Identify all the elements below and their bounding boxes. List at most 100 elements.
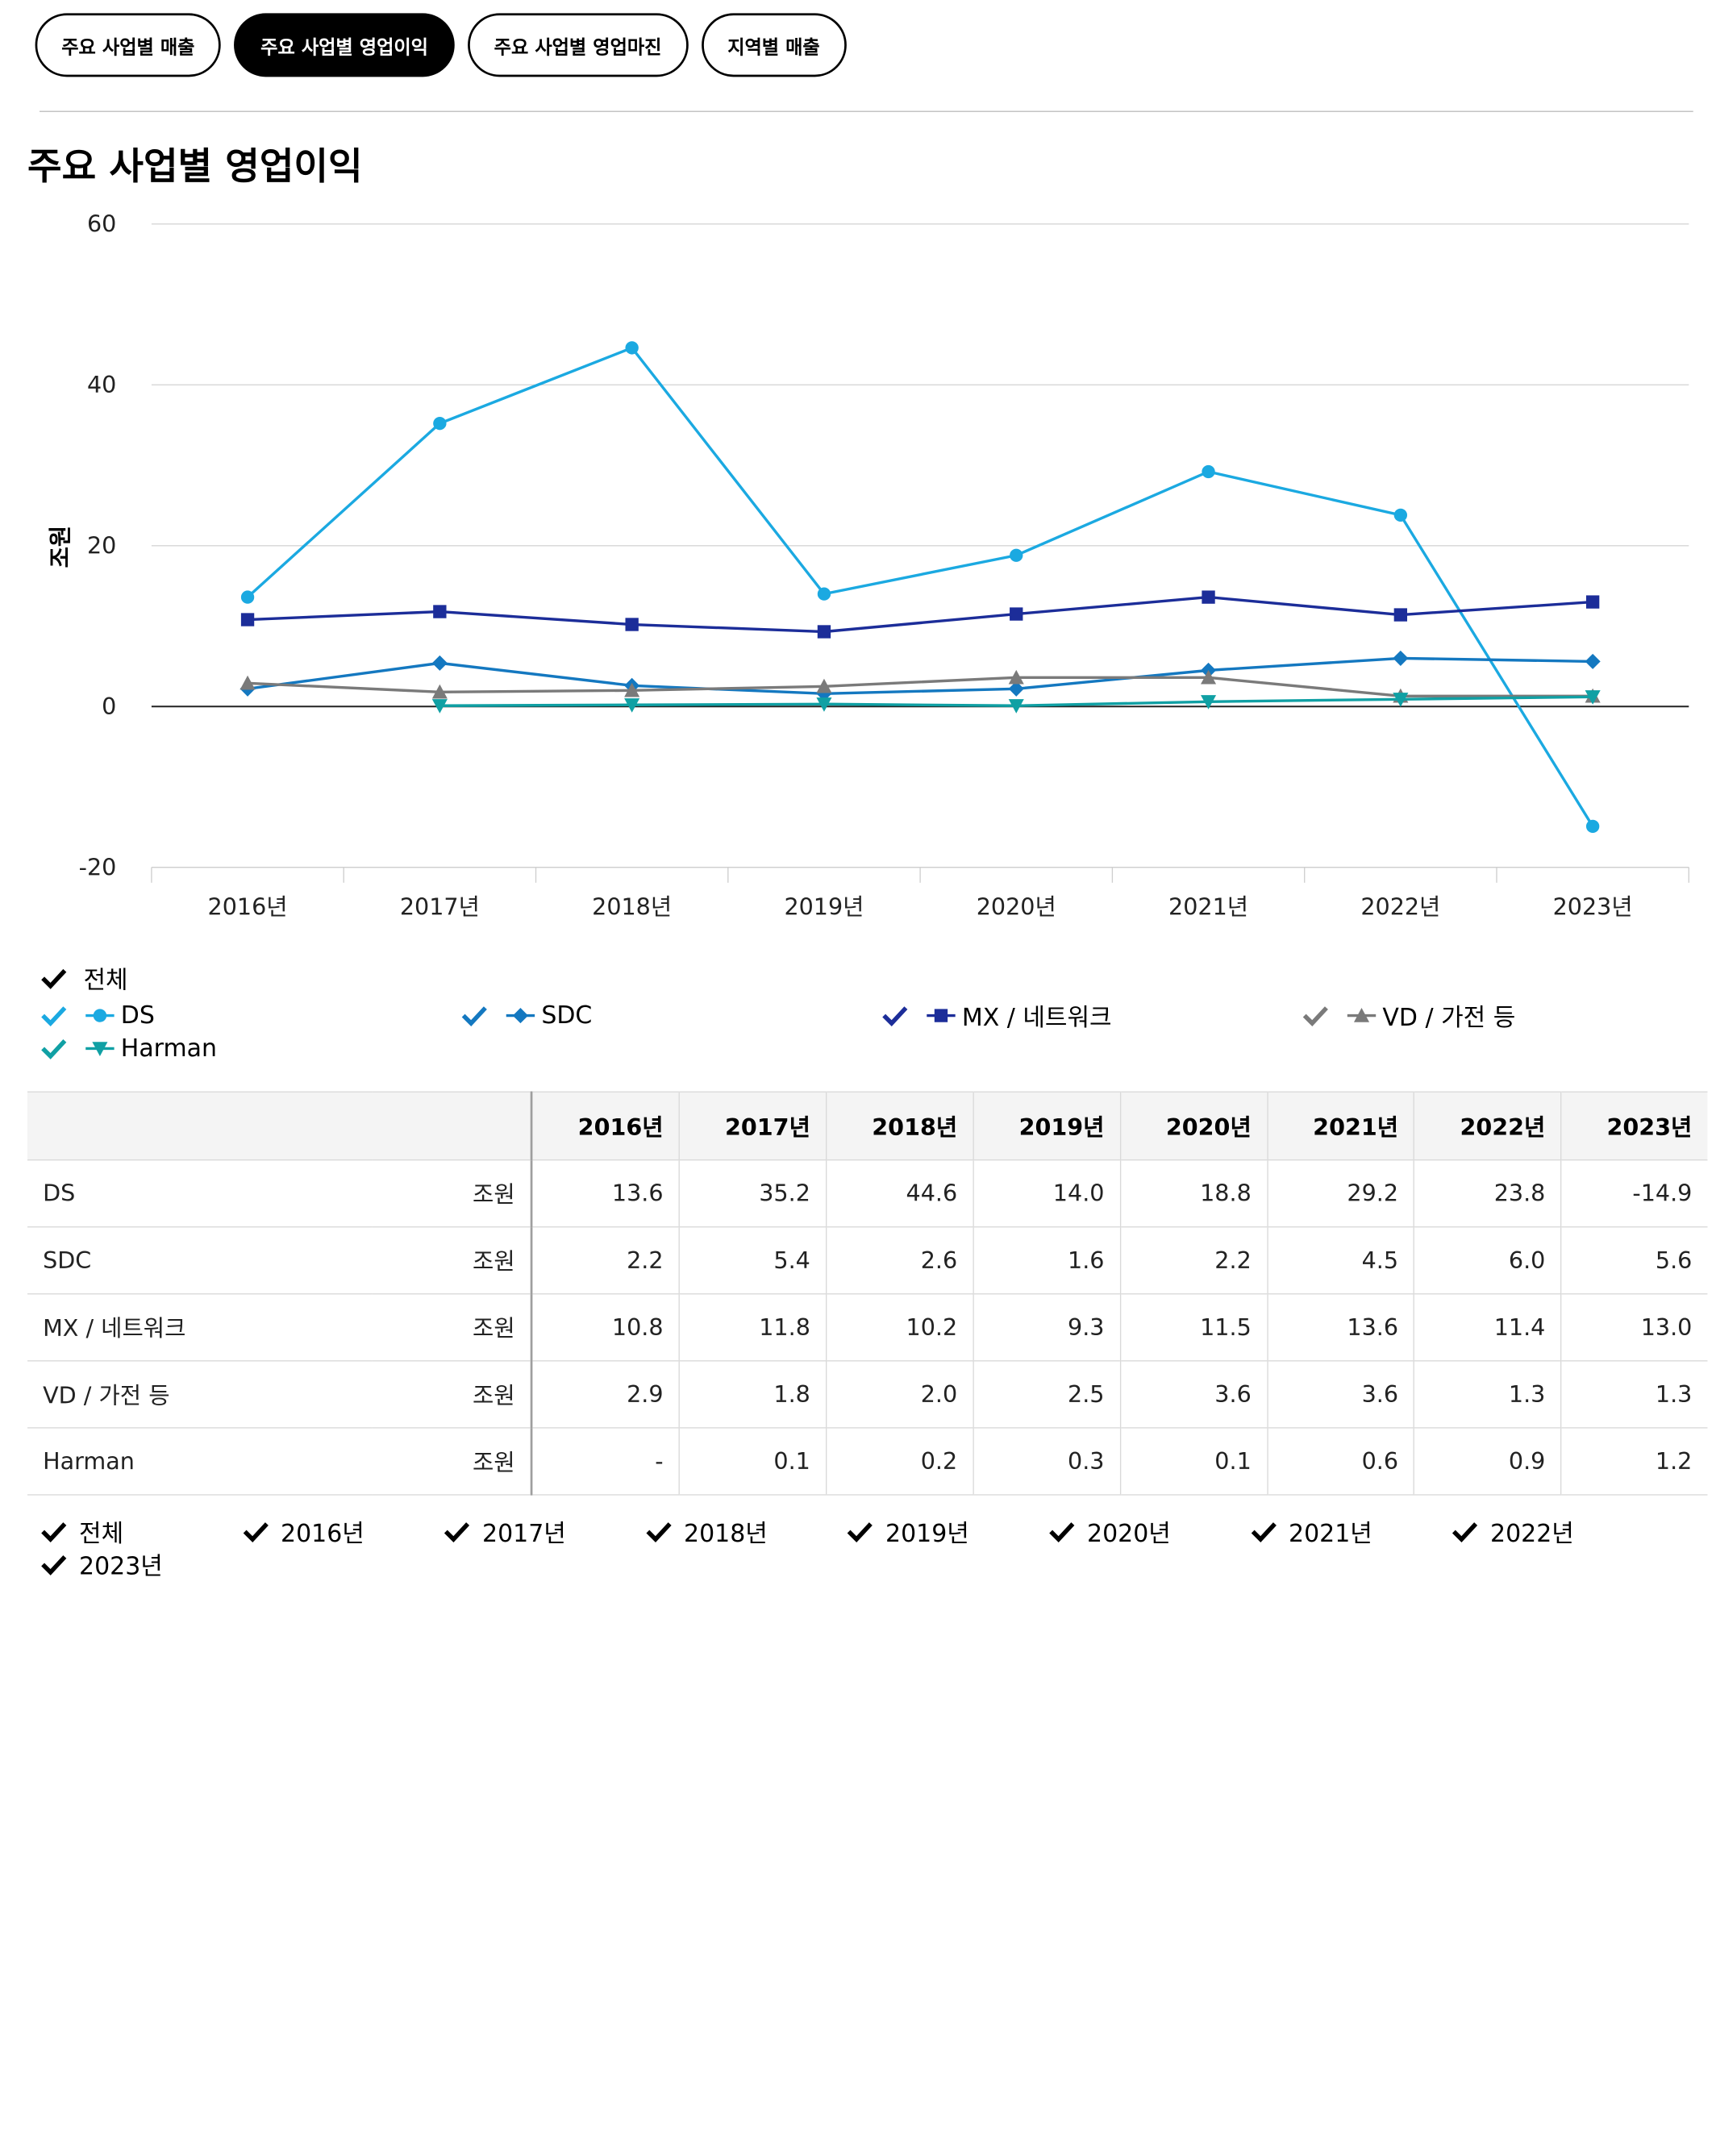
data-point [1585,819,1600,834]
filter-label: 2017년 [482,1520,566,1548]
value-cell: 0.9 [1414,1427,1562,1496]
check-icon [243,1522,269,1543]
row-name-cell: MX / 네트워크 [27,1293,373,1361]
column-header: 2020년 [1119,1091,1268,1160]
value-cell: 0.6 [1266,1427,1414,1496]
value-cell: 13.6 [530,1159,680,1227]
data-point [1393,508,1408,522]
legend-item-0[interactable]: DS [40,999,460,1032]
column-header: 2019년 [973,1091,1121,1160]
value-cell: 6.0 [1414,1226,1562,1294]
grid-layer [151,223,1689,868]
tab-3[interactable]: 주요 사업별 영업마진 [467,13,689,77]
legend-item-all[interactable]: 전체 [40,957,1697,999]
column-header: 2023년 [1560,1091,1708,1160]
axis-layer: 60 40 20 0 -20 2016년 2017년 2018년 2019년 2020년 2021년… [79,210,1689,920]
year-filter-6[interactable]: 2021년 [1249,1515,1451,1548]
tab-4[interactable]: 지역별 매출 [701,13,847,77]
year-filter-0[interactable]: 전체 [40,1515,241,1548]
value-cell: 4.5 [1266,1226,1414,1294]
row-name-cell: Harman [27,1427,373,1496]
series-layer [239,341,1601,834]
value-cell: 35.2 [678,1159,827,1227]
value-cell: 13.0 [1560,1293,1708,1361]
legend-label: MX / 네트워크 [961,1004,1112,1032]
check-icon [444,1522,470,1543]
legend-item-4[interactable]: Harman [40,1032,460,1065]
data-point [1393,693,1409,707]
value-cell: 3.6 [1119,1360,1268,1428]
legend-marker [93,1009,107,1022]
value-cell: 2.0 [825,1360,973,1428]
year-filter-2[interactable]: 2017년 [443,1515,644,1548]
data-point [1202,590,1215,604]
year-filter-5[interactable]: 2020년 [1048,1515,1249,1548]
data-point [1393,608,1408,622]
table-row: MX / 네트워크 조원 10.8 11.8 10.2 9.3 11.5 13.6 11.4 13… [27,1293,1708,1361]
year-filter-7[interactable]: 2022년 [1451,1515,1652,1548]
filter-label: 2021년 [1289,1520,1372,1548]
value-cell: 0.3 [973,1427,1121,1496]
data-point [431,684,448,699]
row-unit-cell: 조원 [372,1159,532,1227]
value-cell: 23.8 [1414,1159,1562,1227]
legend-item-2[interactable]: MX / 네트워크 [881,999,1302,1032]
legend-item-3[interactable]: VD / 가전 등 [1302,999,1716,1032]
check-icon [1251,1522,1277,1543]
x-tick-label: 2019년 [784,893,864,920]
x-tick-label: 2023년 [1553,893,1633,920]
column-header: 2018년 [825,1091,973,1160]
check-icon [848,1522,873,1543]
data-point [1585,690,1601,705]
legend-label: DS [120,1001,155,1030]
value-cell: 11.8 [678,1293,827,1361]
filter-label: 2022년 [1490,1520,1574,1548]
value-cell: 2.5 [973,1360,1121,1428]
value-cell: 0.1 [1119,1427,1268,1496]
check-icon [1049,1522,1075,1543]
filter-label: 2016년 [281,1520,364,1548]
check-icon [461,1006,487,1027]
data-point [1585,653,1601,669]
legend-marker-icon [506,1008,535,1024]
value-cell: 1.8 [678,1360,827,1428]
filter-label: 2019년 [885,1520,969,1548]
y-tick-label: 20 [87,531,116,559]
year-filter-3[interactable]: 2018년 [644,1515,846,1548]
row-name-cell: DS [27,1159,373,1227]
value-cell: 11.4 [1414,1293,1562,1361]
value-cell: 5.4 [678,1226,827,1294]
data-point [1201,669,1217,685]
value-cell: 1.3 [1414,1360,1562,1428]
value-cell: -14.9 [1560,1159,1708,1227]
legend-marker-icon [927,1009,956,1022]
data-point [239,675,256,690]
value-cell: 5.6 [1560,1226,1708,1294]
legend-label: Harman [120,1034,217,1063]
data-point [1008,699,1024,714]
x-tick-label: 2022년 [1360,893,1440,920]
series-line [247,676,1593,697]
year-filter-4[interactable]: 2019년 [846,1515,1048,1548]
year-filter-1[interactable]: 2016년 [241,1515,443,1548]
legend-label: VD / 가전 등 [1382,1004,1516,1032]
legend-item-1[interactable]: SDC [460,999,881,1032]
value-cell: 3.6 [1266,1360,1414,1428]
series-0 [240,341,1600,834]
check-icon [1452,1522,1478,1543]
data-point [816,697,832,712]
row-name-cell: SDC [27,1226,373,1294]
tab-2[interactable]: 주요 사업별 영업이익 [234,13,455,77]
year-filter-8[interactable]: 2023년 [40,1548,241,1581]
check-icon [41,1555,67,1575]
year-filter-list: 전체 2016년 2017년 2018년 2019년 2020년 2021년 2022년 202… [40,1515,1709,1581]
data-point [816,678,832,693]
series-2 [240,590,1600,639]
value-cell: 11.5 [1119,1293,1268,1361]
data-point [624,698,640,713]
data-point [1393,650,1409,666]
check-icon [41,968,67,989]
data-point [624,682,640,697]
tab-1[interactable]: 주요 사업별 매출 [35,13,222,77]
